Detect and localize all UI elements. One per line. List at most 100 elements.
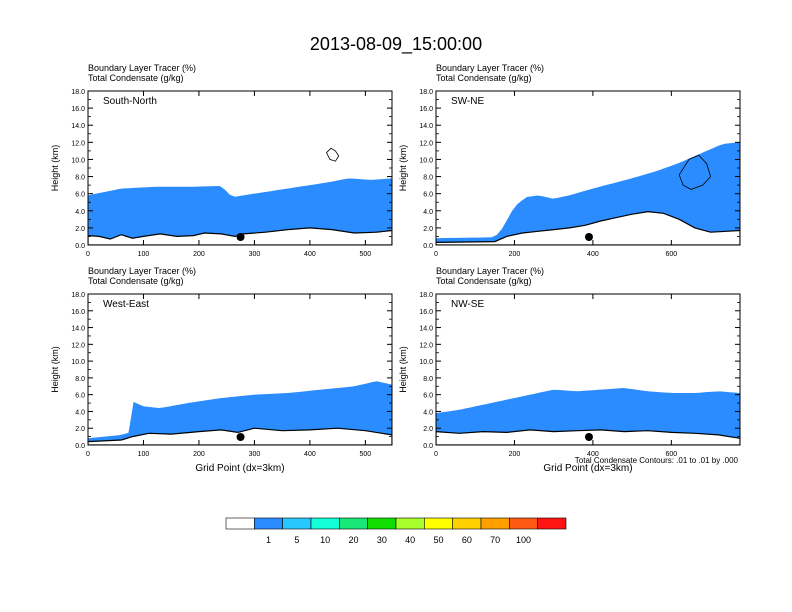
panel-header-tracer: Boundary Layer Tracer (%) [88,63,196,73]
panels: Boundary Layer Tracer (%)Total Condensat… [50,63,741,474]
x-tick-label: 400 [587,251,599,258]
y-tick-label: 6.0 [75,393,85,400]
y-tick-label: 12.0 [71,140,85,147]
location-marker [236,233,245,241]
x-tick-label: 200 [193,451,205,458]
panel-south-north: Boundary Layer Tracer (%)Total Condensat… [50,63,393,258]
y-tick-label: 16.0 [419,309,433,316]
colorbar-label: 10 [320,535,330,545]
panel-label: NW-SE [451,299,484,310]
y-tick-label: 14.0 [71,326,85,333]
tracer-band [436,388,740,445]
y-tick-label: 2.0 [423,226,433,233]
colorbar-swatch [537,517,567,530]
y-tick-label: 16.0 [419,106,433,113]
y-tick-label: 10.0 [71,359,85,366]
x-tick-label: 600 [666,251,678,258]
colorbar-swatch [367,517,397,530]
y-tick-label: 0.0 [423,243,433,250]
y-tick-label: 12.0 [419,140,433,147]
y-tick-label: 10.0 [71,157,85,164]
x-tick-label: 300 [249,251,261,258]
x-tick-label: 500 [360,251,372,258]
x-tick-label: 400 [304,251,316,258]
panel-sw-ne: Boundary Layer Tracer (%)Total Condensat… [398,63,741,258]
colorbar-swatch [254,517,283,530]
y-tick-label: 8.0 [75,175,85,182]
y-tick-label: 18.0 [419,89,433,96]
y-tick-label: 0.0 [423,443,433,450]
condensate-contour [326,147,340,162]
x-tick-label: 200 [193,251,205,258]
y-tick-label: 2.0 [75,426,85,433]
y-tick-label: 14.0 [419,123,433,130]
panel-header-tracer: Boundary Layer Tracer (%) [436,266,544,276]
x-axis-label: Grid Point (dx=3km) [543,463,632,474]
x-tick-label: 400 [587,451,599,458]
y-axis-label: Height (km) [50,346,60,393]
y-tick-label: 0.0 [75,243,85,250]
y-tick-label: 16.0 [71,106,85,113]
y-tick-label: 6.0 [423,393,433,400]
colorbar-swatch [395,517,425,530]
colorbar-swatch [225,517,255,530]
y-tick-label: 6.0 [423,192,433,199]
x-axis-label: Grid Point (dx=3km) [195,463,284,474]
x-tick-label: 0 [86,251,90,258]
x-tick-label: 500 [360,451,372,458]
y-tick-label: 18.0 [71,89,85,96]
y-tick-label: 8.0 [423,175,433,182]
y-tick-label: 18.0 [419,292,433,299]
y-tick-label: 16.0 [71,309,85,316]
colorbar-label: 60 [462,535,472,545]
colorbar-label: 30 [377,535,387,545]
y-axis-label: Height (km) [398,346,408,393]
colorbar-label: 70 [490,535,500,545]
y-tick-label: 14.0 [71,123,85,130]
y-tick-label: 0.0 [75,443,85,450]
x-tick-label: 600 [666,451,678,458]
panel-nw-se: Boundary Layer Tracer (%) Total Condensat… [398,266,741,474]
panel-label: SW-NE [451,96,484,107]
contour-note: Total Condensate Contours: .01 to .01 by… [575,456,739,465]
y-axis-label: Height (km) [50,145,60,192]
x-tick-label: 200 [509,251,521,258]
y-tick-label: 4.0 [75,409,85,416]
y-tick-label: 2.0 [75,226,85,233]
y-tick-label: 14.0 [419,326,433,333]
panel-header-condensate: Total Condensate (g/kg) [88,73,184,83]
colorbar-swatch [509,517,538,530]
figure-title: 2013-08-09_15:00:00 [310,34,482,55]
y-tick-label: 8.0 [75,376,85,383]
y-tick-label: 12.0 [71,342,85,349]
colorbar: 1 5 10 20 30 40 50 60 70 100 [225,517,567,545]
panel-header-condensate: Total Condensate (g/kg) [88,276,184,286]
condensate-contour [678,154,712,190]
x-tick-label: 100 [138,451,150,458]
x-tick-label: 200 [509,451,521,458]
x-tick-label: 100 [138,251,150,258]
y-axis-label: Height (km) [398,145,408,192]
y-tick-label: 18.0 [71,292,85,299]
panel-header-tracer: Boundary Layer Tracer (%) [88,266,196,276]
colorbar-swatch [424,517,453,530]
y-tick-label: 10.0 [419,157,433,164]
x-tick-label: 0 [86,451,90,458]
panel-header-condensate: Total Condensate (g/kg) [436,73,532,83]
y-tick-label: 4.0 [75,209,85,216]
x-tick-label: 300 [249,451,261,458]
panel-header-tracer: Boundary Layer Tracer (%) [436,63,544,73]
x-tick-label: 0 [434,251,438,258]
panel-west-east: Boundary Layer Tracer (%)Total Condensat… [50,266,393,474]
y-tick-label: 10.0 [419,359,433,366]
colorbar-label: 5 [294,535,299,545]
y-tick-label: 2.0 [423,426,433,433]
colorbar-label: 20 [348,535,358,545]
location-marker [584,433,593,441]
colorbar-swatch [310,517,340,530]
colorbar-swatch [452,517,482,530]
colorbar-label: 1 [266,535,271,545]
location-marker [236,433,245,441]
x-tick-label: 0 [434,451,438,458]
